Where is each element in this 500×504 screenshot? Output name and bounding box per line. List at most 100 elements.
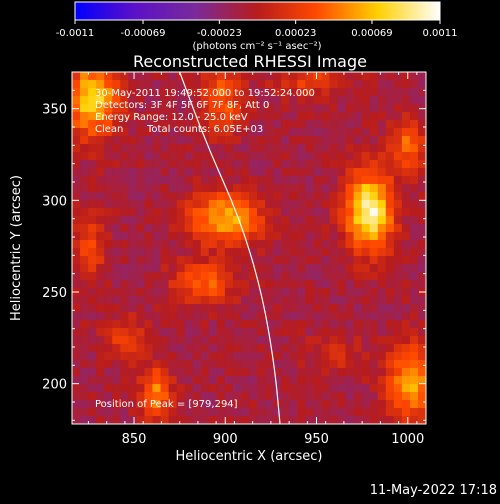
chart-title: Reconstructed RHESSI Image xyxy=(133,52,367,71)
heatmap-cell xyxy=(104,232,113,241)
heatmap-cell xyxy=(208,368,218,377)
heatmap-cell xyxy=(265,160,274,169)
heatmap-cell xyxy=(128,256,137,265)
heatmap-cell xyxy=(80,176,89,185)
heatmap-cell xyxy=(329,80,339,89)
y-tick-label: 250 xyxy=(42,286,67,301)
heatmap-cell xyxy=(345,384,355,393)
heatmap-cell xyxy=(353,128,363,137)
heatmap-cell xyxy=(240,256,250,265)
heatmap-cell xyxy=(176,264,186,273)
heatmap-cell xyxy=(281,160,290,169)
heatmap-cell xyxy=(409,224,419,233)
heatmap-cell xyxy=(232,112,242,121)
heatmap-cell xyxy=(88,376,97,385)
heatmap-cell xyxy=(120,320,129,329)
heatmap-cell xyxy=(409,200,419,209)
heatmap-cell xyxy=(321,152,331,161)
heatmap-cell xyxy=(240,240,250,249)
heatmap-cell xyxy=(152,168,162,177)
heatmap-cell xyxy=(160,344,170,353)
heatmap-cell xyxy=(224,400,234,409)
heatmap-cell xyxy=(144,400,154,409)
heatmap-cell xyxy=(289,80,298,89)
heatmap-cell xyxy=(417,192,426,201)
heatmap-cell xyxy=(144,360,154,369)
heatmap-cell xyxy=(240,384,250,393)
heatmap-cell xyxy=(200,240,210,249)
heatmap-cell xyxy=(297,368,306,377)
heatmap-cell xyxy=(176,232,186,241)
heatmap-cell xyxy=(72,208,81,217)
heatmap-cell xyxy=(80,224,89,233)
heatmap-cell xyxy=(160,400,170,409)
heatmap-cell xyxy=(200,288,210,297)
heatmap-cell xyxy=(80,208,89,217)
heatmap-cell xyxy=(273,376,282,385)
heatmap-cell xyxy=(385,336,395,345)
heatmap-cell xyxy=(337,160,347,169)
heatmap-cell xyxy=(353,416,363,424)
heatmap-cell xyxy=(88,288,97,297)
heatmap-cell xyxy=(337,312,347,321)
heatmap-cell xyxy=(297,416,306,424)
heatmap-cell xyxy=(337,128,347,137)
heatmap-cell xyxy=(192,248,202,257)
heatmap-cell xyxy=(385,368,395,377)
heatmap-cell xyxy=(385,360,395,369)
heatmap-cell xyxy=(329,368,339,377)
heatmap-cell xyxy=(144,312,154,321)
heatmap-cell xyxy=(401,112,411,121)
heatmap-cell xyxy=(216,192,226,201)
heatmap-cell xyxy=(144,128,154,137)
heatmap-cell xyxy=(80,112,89,121)
heatmap-cell xyxy=(353,336,363,345)
heatmap-cell xyxy=(136,120,146,129)
heatmap-cell xyxy=(168,200,178,209)
heatmap-cell xyxy=(104,136,113,145)
heatmap-cell xyxy=(329,272,339,281)
heatmap-cell xyxy=(409,80,419,89)
heatmap-cell xyxy=(305,280,314,289)
heatmap-cell xyxy=(337,320,347,329)
heatmap-cell xyxy=(208,248,218,257)
heatmap-cell xyxy=(208,208,218,217)
heatmap-cell xyxy=(240,408,250,417)
heatmap-cell xyxy=(297,96,306,105)
heatmap-cell xyxy=(353,280,363,289)
heatmap-cell xyxy=(160,368,170,377)
heatmap-cell xyxy=(289,304,298,313)
heatmap-cell xyxy=(329,192,339,201)
heatmap-cell xyxy=(184,184,194,193)
heatmap-cell xyxy=(385,184,395,193)
heatmap-cell xyxy=(313,256,323,265)
heatmap-cell xyxy=(176,248,186,257)
heatmap-cell xyxy=(265,216,274,225)
heatmap-cell xyxy=(144,280,154,289)
heatmap-cell xyxy=(281,304,290,313)
heatmap-cell xyxy=(289,152,298,161)
heatmap-cell xyxy=(281,200,290,209)
heatmap-cell xyxy=(337,264,347,273)
heatmap-cell xyxy=(249,272,258,281)
heatmap-cell xyxy=(257,72,266,81)
heatmap-cell xyxy=(168,128,178,137)
heatmap-cell xyxy=(224,160,234,169)
heatmap-cell xyxy=(297,152,306,161)
heatmap-cell xyxy=(385,352,395,361)
heatmap-cell xyxy=(240,144,250,153)
heatmap-cell xyxy=(273,88,282,97)
heatmap-cell xyxy=(289,88,298,97)
heatmap-cell xyxy=(409,72,419,81)
heatmap-cell xyxy=(249,336,258,345)
heatmap-cell xyxy=(401,160,411,169)
heatmap-cell xyxy=(152,128,162,137)
heatmap-cell xyxy=(96,336,105,345)
heatmap-cell xyxy=(192,136,202,145)
heatmap-cell xyxy=(321,328,331,337)
heatmap-cell xyxy=(208,176,218,185)
heatmap-cell xyxy=(401,208,411,217)
heatmap-cell xyxy=(297,232,306,241)
heatmap-cell xyxy=(417,200,426,209)
heatmap-cell xyxy=(168,336,178,345)
